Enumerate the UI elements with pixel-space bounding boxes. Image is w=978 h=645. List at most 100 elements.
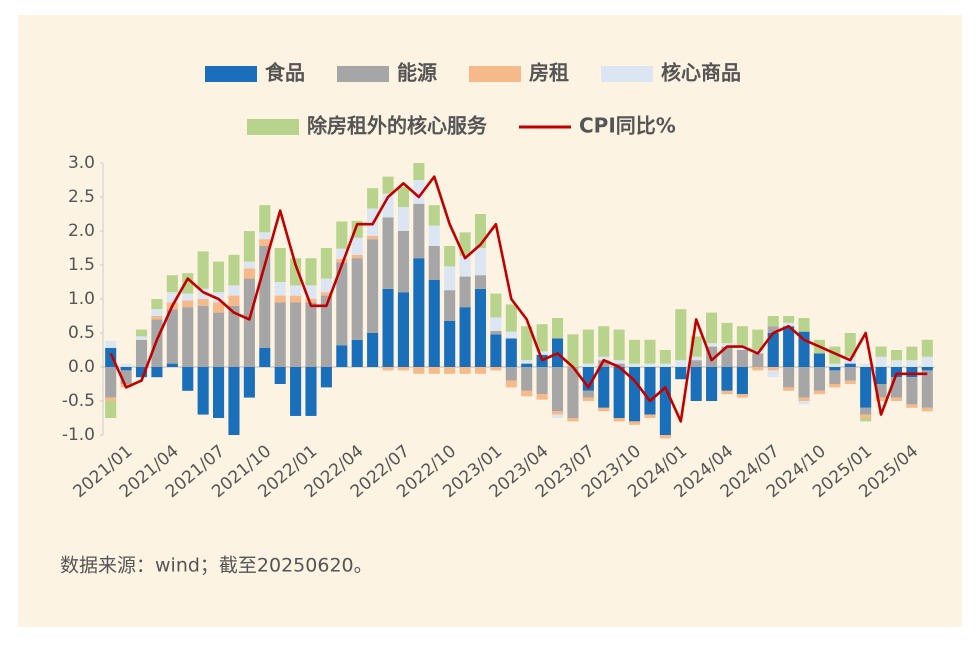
bar-segment — [505, 331, 517, 339]
bar-segment — [490, 317, 502, 331]
y-tick-label: 0.0 — [68, 357, 95, 377]
legend-swatch — [469, 66, 521, 82]
bar-segment — [783, 316, 795, 323]
bar-segment — [166, 363, 178, 367]
bar-segment — [151, 316, 163, 320]
bar-segment — [105, 401, 117, 418]
bar-segment — [197, 299, 209, 306]
bar-segment — [582, 329, 594, 364]
bar-segment — [921, 356, 933, 367]
bar-segment — [521, 326, 533, 361]
bar-segment — [644, 363, 656, 367]
bar-segment — [320, 292, 332, 296]
bar-segment — [228, 254, 240, 286]
bar-segment — [875, 397, 887, 401]
bar-segment — [290, 367, 302, 416]
bar-segment — [752, 353, 764, 367]
bar-segment — [860, 407, 872, 415]
bar-segment — [875, 346, 887, 357]
bar-segment — [783, 367, 795, 388]
bar-segment — [105, 397, 117, 401]
bar-segment — [521, 367, 533, 391]
bar-segment — [736, 367, 748, 395]
bar-segment — [213, 312, 225, 367]
bar-segment — [105, 367, 117, 398]
bar-segment — [582, 390, 594, 398]
bar-segment — [798, 331, 810, 367]
bar-segment — [182, 367, 194, 391]
bar-segment — [906, 360, 918, 367]
bar-segment — [459, 276, 471, 308]
bar-segment — [459, 256, 471, 277]
bar-segment — [397, 367, 409, 371]
bar-segment — [598, 356, 610, 361]
bar-segment — [844, 380, 856, 384]
bar-segment — [274, 302, 286, 367]
bar-segment — [213, 292, 225, 303]
bar-segment — [166, 292, 178, 303]
bar-segment — [644, 414, 656, 418]
bar-segment — [182, 273, 194, 294]
bar-segment — [428, 205, 440, 226]
bar-segment — [551, 414, 564, 418]
bar-segment — [567, 418, 579, 422]
bar-segment — [798, 397, 810, 401]
bar-segment — [305, 299, 317, 303]
bar-segment — [228, 295, 240, 306]
bar-segment — [505, 304, 517, 332]
bar-segment — [367, 333, 379, 367]
bar-segment — [521, 390, 533, 397]
bar-segment — [829, 384, 841, 388]
legend-label: 除房租外的核心服务 — [307, 114, 488, 138]
bar-segment — [721, 322, 733, 344]
bar-segment — [490, 330, 502, 335]
bar-segment — [890, 397, 903, 401]
y-tick-label: 1.0 — [68, 289, 95, 309]
bar-segment — [213, 302, 225, 313]
bar-segment — [413, 258, 425, 367]
bar-segment — [382, 217, 394, 289]
bar-segment — [351, 254, 363, 259]
bar-segment — [120, 363, 132, 367]
bar-segment — [382, 193, 394, 218]
bar-segment — [721, 343, 733, 347]
bar-segment — [428, 367, 440, 374]
bar-segment — [120, 367, 132, 371]
bar-segment — [659, 367, 671, 435]
bar-segment — [921, 370, 933, 408]
bar-segment — [213, 261, 225, 293]
bar-segment — [197, 251, 209, 289]
bar-segment — [320, 367, 332, 388]
legend-swatch — [205, 66, 257, 82]
bar-segment — [675, 360, 687, 367]
bar-segment — [428, 245, 440, 280]
bar-segment — [598, 360, 610, 367]
y-tick-label: 3.0 — [68, 153, 95, 173]
bar-segment — [397, 186, 409, 208]
bar-segment — [135, 367, 148, 378]
bar-segment — [706, 312, 718, 344]
bar-segment — [474, 275, 487, 289]
bar-segment — [844, 363, 856, 367]
bar-segment — [259, 232, 271, 240]
bar-segment — [644, 339, 656, 364]
bar-segment — [613, 367, 625, 418]
bar-segment — [860, 418, 872, 422]
bar-segment — [290, 295, 302, 303]
bar-segment — [706, 367, 718, 401]
bar-segment — [690, 360, 702, 367]
bar-segment — [629, 367, 641, 422]
bar-segment — [474, 367, 487, 374]
bar-segment — [721, 346, 733, 367]
bar-segment — [813, 367, 825, 391]
bar-segment — [428, 279, 440, 367]
bar-segment — [798, 318, 810, 332]
bar-segment — [105, 347, 117, 367]
bar-segment — [490, 293, 502, 318]
bar-segment — [397, 207, 409, 231]
bar-segment — [367, 188, 379, 209]
bar-segment — [197, 288, 209, 299]
bar-segment — [182, 293, 194, 301]
